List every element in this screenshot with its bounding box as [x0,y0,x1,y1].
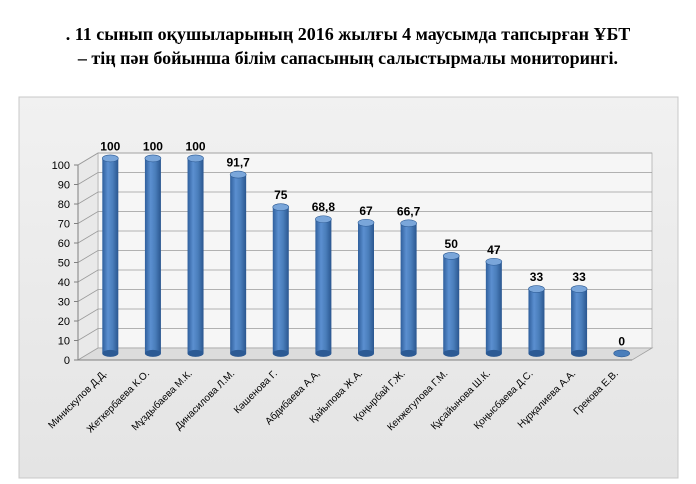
y-tick-label: 70 [58,219,70,231]
y-tick-label: 90 [58,180,70,192]
gridline [77,230,652,244]
gridline [77,308,652,322]
title-line-2: – тің пән бойынша білім сапасының салыст… [77,48,619,68]
data-label: 75 [274,188,288,202]
bar-body [400,223,417,354]
bar-top [485,257,503,266]
y-tick-label: 60 [58,238,70,250]
bar [570,285,588,357]
gridline [77,191,652,205]
bar-base [315,349,332,357]
bar-body [272,207,289,354]
bar [229,170,247,357]
y-tick-label: 20 [58,316,70,328]
chart-title: . 11 сынып оқушыларының 2016 жылғы 4 мау… [0,22,696,70]
bar-top [272,203,290,211]
bar-base [272,349,289,357]
bar [357,218,375,357]
bar-base [102,349,119,357]
gridline [77,211,652,224]
bar [315,215,332,357]
gridline [77,328,652,341]
data-label: 66,7 [397,204,421,218]
bar [102,154,119,357]
data-label: 67 [359,204,373,218]
bar-body [571,289,588,354]
gridline [77,269,652,283]
y-tick-label: 50 [58,258,70,270]
data-label: 47 [487,243,501,257]
data-label: 50 [445,237,459,251]
gridline [77,172,652,185]
bar-base [230,349,247,357]
data-label: 33 [572,270,586,284]
data-label: 33 [530,270,544,284]
bar-base [571,349,588,357]
bar [485,257,503,357]
bar [144,154,162,357]
bar-body [315,219,332,354]
bar-top [229,170,247,179]
bar-top [187,154,204,163]
bar [400,219,417,357]
bar [187,154,204,357]
bar-body [144,158,161,354]
bar-body [528,289,545,354]
bar-top [613,349,630,358]
gridline [77,289,652,302]
bar-base [187,349,204,357]
bar [272,203,290,357]
gridline [77,250,652,263]
bar-top [315,215,332,224]
y-tick-label: 80 [58,199,70,211]
bar-base [485,349,502,357]
bar [613,349,630,358]
title-line-1: . 11 сынып оқушыларының 2016 жылғы 4 мау… [65,24,631,44]
y-tick-label: 10 [58,336,70,348]
data-label: 68,8 [312,200,336,214]
bar-base [144,349,161,357]
bar-body [230,174,247,354]
bar-base [443,349,460,357]
bar-body [485,261,502,354]
bar-top [357,218,375,227]
bar-base [400,349,417,357]
bar [442,252,460,357]
bar-body [358,222,374,354]
y-tick-label: 40 [58,277,70,289]
gridline [77,152,652,166]
data-label: 91,7 [226,156,250,170]
bar-top [570,285,588,293]
data-label: 100 [100,139,120,153]
data-label: 100 [143,139,163,153]
bar-top [400,219,417,228]
bar-base [528,349,545,357]
bar-top [442,252,460,260]
bar-body [102,158,119,354]
bar-body [187,158,204,354]
y-tick-label: 0 [64,355,70,367]
bar [528,285,545,357]
data-label: 100 [186,139,206,153]
y-tick-label: 100 [52,160,70,172]
bar-top [102,154,119,163]
bar-base [358,349,374,357]
data-label: 0 [618,334,625,348]
bar-top [528,285,545,293]
y-tick-label: 30 [58,297,70,309]
bar-top [144,154,162,163]
bar-body [443,255,460,354]
